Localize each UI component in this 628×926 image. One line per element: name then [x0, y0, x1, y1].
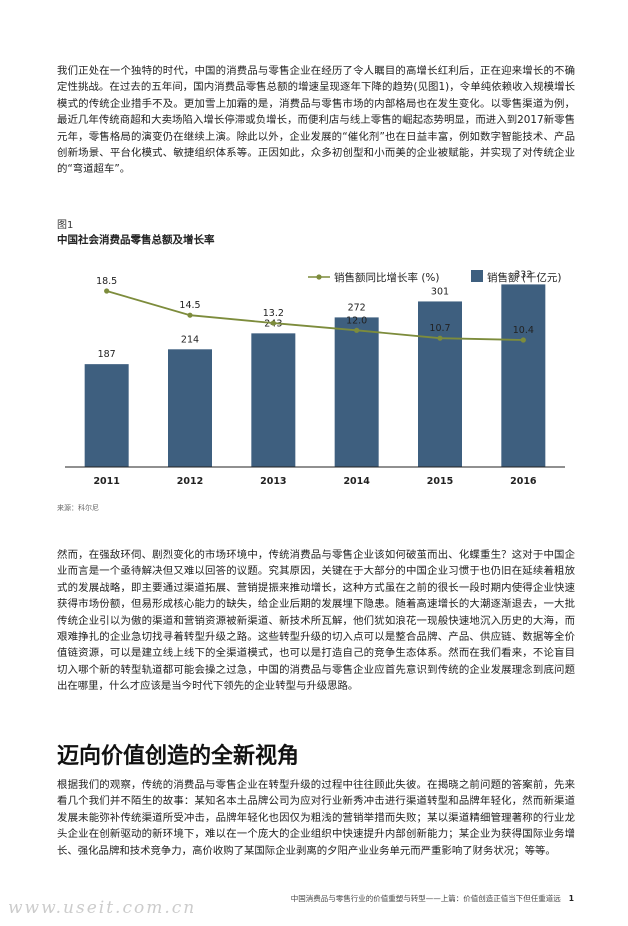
- growth-point: [437, 336, 442, 341]
- x-tick-label: 2011: [93, 476, 119, 487]
- footer-text: 中国消费品与零售行业的价值重塑与转型——上篇：价值创造正值当下但任重道远: [291, 894, 561, 903]
- observation-paragraph: 根据我们的观察，传统的消费品与零售企业在转型升级的过程中往往顾此失彼。在揭晓之前…: [57, 777, 575, 859]
- growth-value-label: 13.2: [263, 308, 284, 319]
- growth-value-label: 14.5: [179, 300, 200, 311]
- legend-bar-swatch: [471, 270, 483, 282]
- growth-point: [354, 328, 359, 333]
- bar-value-label: 301: [431, 286, 449, 297]
- bar-value-label: 272: [348, 302, 366, 313]
- figure-source: 来源：科尔尼: [57, 503, 99, 513]
- bar-value-label: 187: [98, 349, 116, 360]
- growth-value-label: 10.4: [513, 325, 534, 336]
- analysis-paragraph: 然而，在强敌环伺、剧烈变化的市场环境中，传统消费品与零售企业该如何破茧而出、化蝶…: [57, 547, 575, 695]
- legend-line-dot: [316, 274, 321, 279]
- legend-line-label: 销售额同比增长率 (%): [334, 271, 440, 284]
- x-tick-label: 2015: [427, 476, 453, 487]
- bar-value-label: 214: [181, 334, 199, 345]
- figure-title: 中国社会消费品零售总额及增长率: [57, 232, 215, 247]
- figure-label: 图1: [57, 216, 73, 231]
- x-tick-label: 2014: [343, 476, 370, 487]
- growth-value-label: 18.5: [96, 276, 117, 287]
- bar-value-label: 332: [514, 269, 532, 280]
- growth-point: [104, 288, 109, 293]
- bar-2011: [85, 364, 129, 467]
- x-tick-label: 2016: [510, 476, 537, 487]
- x-tick-label: 2013: [260, 476, 286, 487]
- growth-point: [271, 320, 276, 325]
- growth-point: [187, 313, 192, 318]
- page-footer: 中国消费品与零售行业的价值重塑与转型——上篇：价值创造正值当下但任重道远 1: [291, 893, 574, 904]
- growth-value-label: 12.0: [346, 315, 367, 326]
- growth-point: [521, 337, 526, 342]
- x-tick-label: 2012: [177, 476, 203, 487]
- bar-2012: [168, 349, 212, 467]
- bar-2016: [501, 284, 545, 467]
- intro-paragraph: 我们正处在一个独特的时代，中国的消费品与零售企业在经历了令人瞩目的高增长红利后，…: [57, 63, 575, 178]
- growth-value-label: 10.7: [429, 323, 450, 334]
- section-heading: 迈向价值创造的全新视角: [57, 738, 299, 770]
- bar-2013: [251, 333, 295, 467]
- bar-2014: [335, 317, 379, 467]
- sales-growth-chart: 销售额同比增长率 (%)销售额 (千亿元)1872011214201224320…: [55, 258, 575, 498]
- page-number: 1: [569, 894, 574, 903]
- watermark: www.useit.com.cn: [8, 898, 196, 918]
